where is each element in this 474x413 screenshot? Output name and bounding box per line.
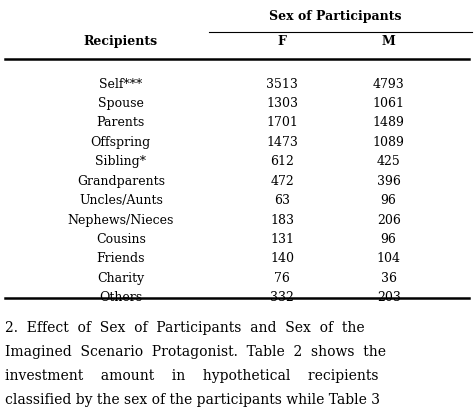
- Text: 1473: 1473: [266, 136, 298, 149]
- Text: 4793: 4793: [373, 78, 404, 90]
- Text: 104: 104: [377, 252, 401, 265]
- Text: 425: 425: [377, 155, 401, 168]
- Text: 96: 96: [381, 233, 397, 246]
- Text: M: M: [382, 35, 396, 48]
- Text: Uncles/Aunts: Uncles/Aunts: [79, 194, 163, 207]
- Text: 76: 76: [274, 272, 290, 285]
- Text: 1701: 1701: [266, 116, 298, 129]
- Text: 1061: 1061: [373, 97, 405, 110]
- Text: Others: Others: [100, 291, 142, 304]
- Text: 1489: 1489: [373, 116, 405, 129]
- Text: Charity: Charity: [97, 272, 145, 285]
- Text: Friends: Friends: [97, 252, 145, 265]
- Text: 612: 612: [270, 155, 294, 168]
- Text: 140: 140: [270, 252, 294, 265]
- Text: Sex of Participants: Sex of Participants: [269, 10, 401, 23]
- Text: investment    amount    in    hypothetical    recipients: investment amount in hypothetical recipi…: [5, 369, 378, 383]
- Text: F: F: [278, 35, 286, 48]
- Text: 36: 36: [381, 272, 397, 285]
- Text: Grandparents: Grandparents: [77, 175, 165, 188]
- Text: Nephews/Nieces: Nephews/Nieces: [68, 214, 174, 226]
- Text: Offspring: Offspring: [91, 136, 151, 149]
- Text: Spouse: Spouse: [98, 97, 144, 110]
- Text: 2.  Effect  of  Sex  of  Participants  and  Sex  of  the: 2. Effect of Sex of Participants and Sex…: [5, 321, 365, 335]
- Text: 396: 396: [377, 175, 401, 188]
- Text: Imagined  Scenario  Protagonist.  Table  2  shows  the: Imagined Scenario Protagonist. Table 2 s…: [5, 345, 386, 359]
- Text: 1089: 1089: [373, 136, 405, 149]
- Text: Parents: Parents: [97, 116, 145, 129]
- Text: Cousins: Cousins: [96, 233, 146, 246]
- Text: 183: 183: [270, 214, 294, 226]
- Text: Recipients: Recipients: [84, 35, 158, 48]
- Text: Self***: Self***: [99, 78, 143, 90]
- Text: 131: 131: [270, 233, 294, 246]
- Text: classified by the sex of the participants while Table 3: classified by the sex of the participant…: [5, 393, 380, 407]
- Text: Sibling*: Sibling*: [95, 155, 146, 168]
- Text: 203: 203: [377, 291, 401, 304]
- Text: 332: 332: [270, 291, 294, 304]
- Text: 63: 63: [274, 194, 290, 207]
- Text: 96: 96: [381, 194, 397, 207]
- Text: 3513: 3513: [266, 78, 298, 90]
- Text: 472: 472: [270, 175, 294, 188]
- Text: 1303: 1303: [266, 97, 298, 110]
- Text: 206: 206: [377, 214, 401, 226]
